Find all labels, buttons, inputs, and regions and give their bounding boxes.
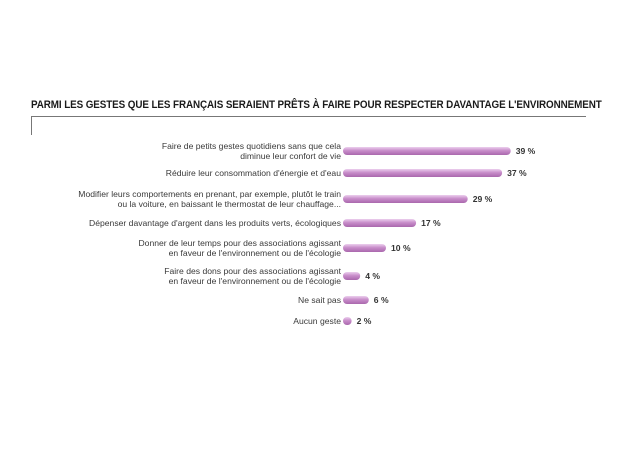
value-label-3: 17 % [421,218,441,228]
category-label-4-line-0: Donner de leur temps pour des associatio… [138,238,341,248]
value-label-1: 37 % [507,168,527,178]
bar-2 [343,195,468,203]
value-label-7: 2 % [357,316,372,326]
axis-tick [31,116,32,135]
bar-4 [343,244,386,252]
category-label-0-line-0: Faire de petits gestes quotidiens sans q… [162,141,341,151]
chart-title: PARMI LES GESTES QUE LES FRANÇAIS SERAIE… [31,99,602,111]
category-label-5-line-1: en faveur de l'environnement ou de l'éco… [169,276,342,286]
bar-6 [343,296,369,304]
title-rule [31,116,586,117]
category-label-3-line-0: Dépenser davantage d'argent dans les pro… [89,218,341,228]
value-label-4: 10 % [391,243,411,253]
value-label-6: 6 % [374,295,389,305]
bars-group: 39 % 37 % 29 % 17 % 10 % 4 % 6 % 2 % [343,146,536,326]
category-label-7-line-0: Aucun geste [293,316,341,326]
category-label-6-line-0: Ne sait pas [298,295,341,305]
value-label-0: 39 % [516,146,536,156]
category-label-2-line-0: Modifier leurs comportements en prenant,… [78,189,341,199]
bar-0 [343,147,511,155]
bar-5 [343,272,361,280]
category-labels-group: Faire de petits gestes quotidiens sans q… [78,141,341,326]
category-label-4-line-1: en faveur de l'environnement ou de l'éco… [169,248,342,258]
bar-1 [343,169,503,177]
category-label-1-line-0: Réduire leur consommation d'énergie et d… [166,168,341,178]
bar-7 [343,317,352,325]
category-label-2-line-1: ou la voiture, en baissant le thermostat… [118,199,341,209]
value-label-2: 29 % [473,194,493,204]
category-label-5-line-0: Faire des dons pour des associations agi… [164,266,341,276]
category-label-0-line-1: diminue leur confort de vie [240,151,341,161]
bar-3 [343,219,417,227]
value-label-5: 4 % [365,271,380,281]
